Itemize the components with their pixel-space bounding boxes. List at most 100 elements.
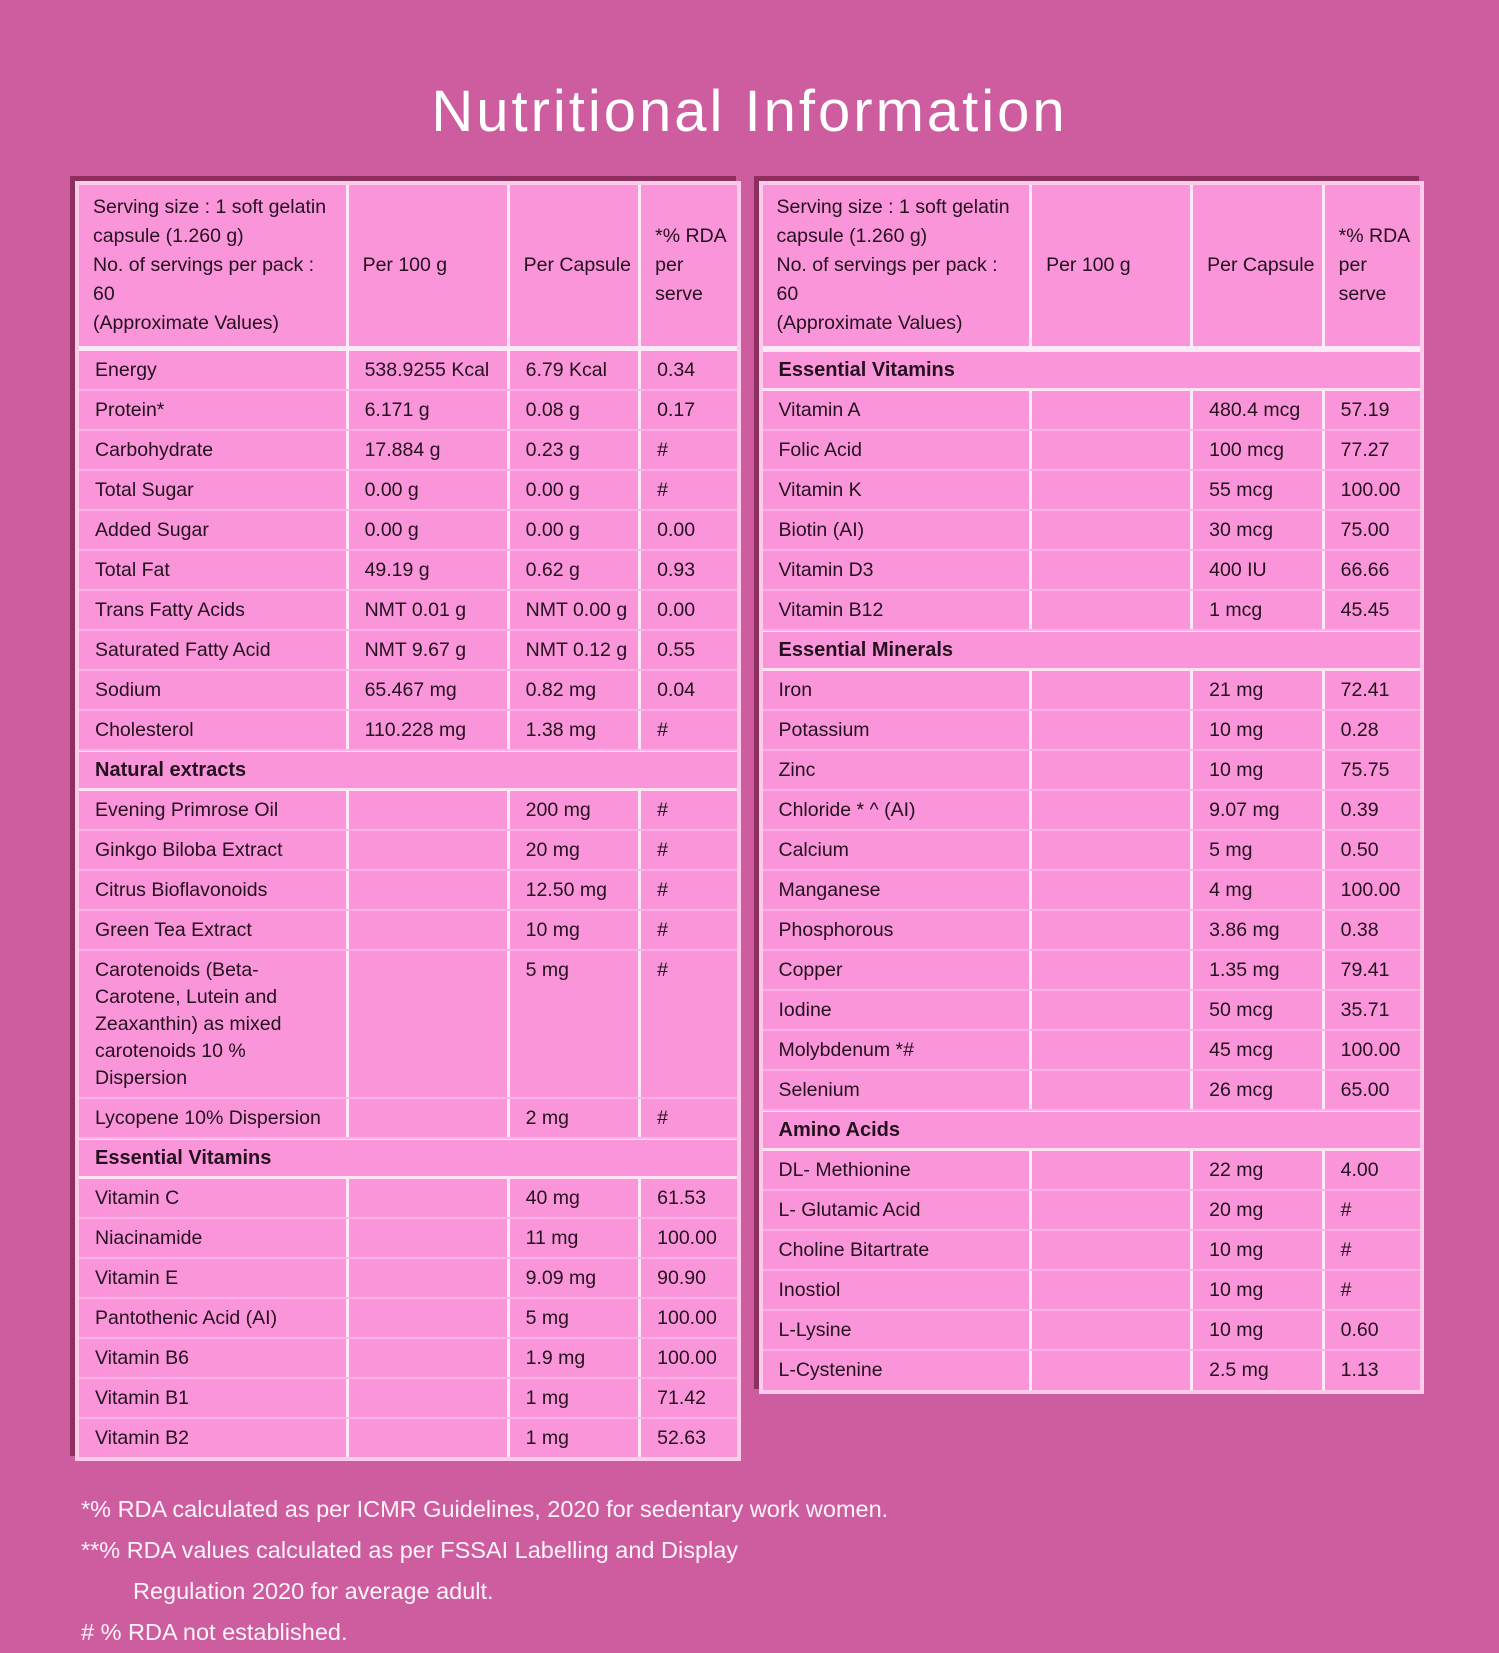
nutrient-name-cell: Lycopene 10% Dispersion bbox=[79, 1099, 349, 1137]
table-row: Calcium 5 mg 0.50 bbox=[762, 831, 1420, 871]
value-cell: 10 mg bbox=[1193, 1271, 1325, 1309]
table-row: Carbohydrate 17.884 g 0.23 g # bbox=[79, 431, 737, 471]
nutrition-label: Nutritional Information Serving size : 1… bbox=[75, 79, 1424, 1645]
value-cell: 1.35 mg bbox=[1193, 951, 1325, 989]
column-header-rda: *% RDA per serve bbox=[1338, 225, 1411, 305]
value-cell: 200 mg bbox=[510, 791, 642, 829]
value-cell: 100.00 bbox=[1340, 1039, 1401, 1061]
nutrient-name-cell: Folic Acid bbox=[763, 431, 1033, 469]
value-cell: 45 mcg bbox=[1193, 1031, 1325, 1069]
table-row: Iron 21 mg 72.41 bbox=[762, 671, 1420, 711]
value-cell: 6.171 g bbox=[349, 391, 510, 429]
value-cell: 21 mg bbox=[1193, 671, 1325, 709]
value-cell: # bbox=[657, 879, 668, 901]
nutrition-table-left: Serving size : 1 soft gelatin capsule (1… bbox=[75, 181, 741, 1461]
nutrient-name-cell: Copper bbox=[763, 951, 1033, 989]
nutrient-name-cell: Molybdenum *# bbox=[763, 1031, 1033, 1069]
nutrient-name-cell: Pantothenic Acid (AI) bbox=[79, 1299, 349, 1337]
table-row: Inostiol 10 mg # bbox=[762, 1271, 1420, 1311]
value-cell: 66.66 bbox=[1340, 559, 1390, 581]
table-row: Chloride * ^ (AI) 9.07 mg 0.39 bbox=[762, 791, 1420, 831]
section-header-natural-extracts: Natural extracts bbox=[79, 751, 737, 791]
nutrient-name-cell: Vitamin A bbox=[763, 391, 1033, 429]
nutrient-name-cell: Iodine bbox=[763, 991, 1033, 1029]
table-row: Carotenoids (Beta-Carotene, Lutein and Z… bbox=[79, 951, 737, 1099]
serving-info-header: Serving size : 1 soft gelatin capsule (1… bbox=[763, 185, 1033, 346]
nutrient-name-cell: Ginkgo Biloba Extract bbox=[79, 831, 349, 869]
nutrient-name-cell: Vitamin B1 bbox=[79, 1379, 349, 1417]
value-cell: 9.09 mg bbox=[510, 1259, 642, 1297]
footnotes: *% RDA calculated as per ICMR Guidelines… bbox=[75, 1489, 1424, 1653]
nutrient-name-cell: L-Lysine bbox=[763, 1311, 1033, 1349]
value-cell: 1 mcg bbox=[1193, 591, 1325, 629]
value-cell bbox=[1032, 431, 1194, 469]
table-body: Essential Vitamins Vitamin A 480.4 mcg 57.1… bbox=[762, 351, 1421, 1390]
column-header-per-100g: Per 100 g bbox=[1032, 185, 1194, 346]
table-row: Manganese 4 mg 100.00 bbox=[762, 871, 1420, 911]
value-cell: 79.41 bbox=[1340, 959, 1390, 981]
table-row: Cholesterol 110.228 mg 1.38 mg # bbox=[79, 711, 737, 751]
value-cell: 90.90 bbox=[657, 1267, 706, 1289]
value-cell: 0.00 bbox=[657, 519, 696, 541]
value-cell bbox=[1032, 1071, 1194, 1109]
section-header-essential-vitamins: Essential Vitamins bbox=[79, 1139, 737, 1179]
value-cell: # bbox=[1340, 1199, 1352, 1221]
nutrient-name-cell: Evening Primrose Oil bbox=[79, 791, 349, 829]
value-cell: 1 mg bbox=[510, 1379, 642, 1417]
table-row: L-Cystenine 2.5 mg 1.13 bbox=[763, 1351, 1421, 1390]
nutrient-name-cell: Carbohydrate bbox=[79, 431, 349, 469]
value-cell: # bbox=[657, 799, 668, 821]
value-cell: 0.08 g bbox=[510, 391, 642, 429]
value-cell bbox=[1032, 1191, 1194, 1229]
value-cell: 0.23 g bbox=[510, 431, 642, 469]
value-cell: 1 mg bbox=[510, 1419, 642, 1457]
value-cell: 75.00 bbox=[1340, 519, 1390, 541]
nutrient-name-cell: Potassium bbox=[763, 711, 1033, 749]
value-cell: 100 mcg bbox=[1193, 431, 1325, 469]
section-header-essential-minerals: Essential Minerals bbox=[762, 631, 1420, 671]
table-row: Citrus Bioflavonoids 12.50 mg # bbox=[79, 871, 737, 911]
value-cell: 1.13 bbox=[1340, 1359, 1379, 1381]
value-cell bbox=[349, 1339, 510, 1377]
nutrient-name-cell: Green Tea Extract bbox=[79, 911, 349, 949]
table-row: Pantothenic Acid (AI) 5 mg 100.00 bbox=[79, 1299, 737, 1339]
value-cell bbox=[1032, 591, 1194, 629]
column-header-per-100g: Per 100 g bbox=[349, 185, 510, 346]
value-cell: 100.00 bbox=[657, 1347, 717, 1369]
table-row: Added Sugar 0.00 g 0.00 g 0.00 bbox=[79, 511, 737, 551]
value-cell: 9.07 mg bbox=[1193, 791, 1325, 829]
value-cell bbox=[1032, 1151, 1194, 1189]
value-cell bbox=[1032, 671, 1194, 709]
value-cell bbox=[1032, 711, 1194, 749]
value-cell bbox=[1032, 391, 1194, 429]
nutrient-name-cell: Biotin (AI) bbox=[763, 511, 1033, 549]
value-cell bbox=[1032, 1311, 1194, 1349]
nutrient-name-cell: Phosphorous bbox=[763, 911, 1033, 949]
value-cell bbox=[1032, 1271, 1194, 1309]
value-cell: 100.00 bbox=[1340, 879, 1401, 901]
value-cell: # bbox=[657, 719, 668, 741]
value-cell: # bbox=[657, 959, 668, 981]
value-cell: 5 mg bbox=[1193, 831, 1325, 869]
value-cell: 0.00 g bbox=[510, 511, 642, 549]
value-cell: 52.63 bbox=[657, 1427, 706, 1449]
table-row: Copper 1.35 mg 79.41 bbox=[762, 951, 1420, 991]
value-cell: 35.71 bbox=[1340, 999, 1390, 1021]
nutrient-name-cell: DL- Methionine bbox=[763, 1151, 1033, 1189]
table-row: Vitamin B6 1.9 mg 100.00 bbox=[79, 1339, 737, 1379]
value-cell: 49.19 g bbox=[349, 551, 510, 589]
value-cell: 100.00 bbox=[657, 1227, 717, 1249]
section-header-amino-acids: Amino Acids bbox=[762, 1111, 1420, 1151]
value-cell bbox=[1032, 951, 1194, 989]
value-cell: 10 mg bbox=[1193, 1231, 1325, 1269]
value-cell: 110.228 mg bbox=[349, 711, 510, 749]
nutrient-name-cell: Vitamin E bbox=[79, 1259, 349, 1297]
footnote-rda-fssai: **% RDA values calculated as per FSSAI L… bbox=[81, 1537, 739, 1563]
value-cell: # bbox=[657, 919, 668, 941]
table-header-row: Serving size : 1 soft gelatin capsule (1… bbox=[79, 185, 737, 351]
value-cell: 480.4 mcg bbox=[1193, 391, 1325, 429]
value-cell: 50 mcg bbox=[1193, 991, 1325, 1029]
table-row: Potassium 10 mg 0.28 bbox=[762, 711, 1420, 751]
nutrient-name-cell: Vitamin D3 bbox=[763, 551, 1033, 589]
nutrient-name-cell: Vitamin C bbox=[79, 1179, 349, 1217]
